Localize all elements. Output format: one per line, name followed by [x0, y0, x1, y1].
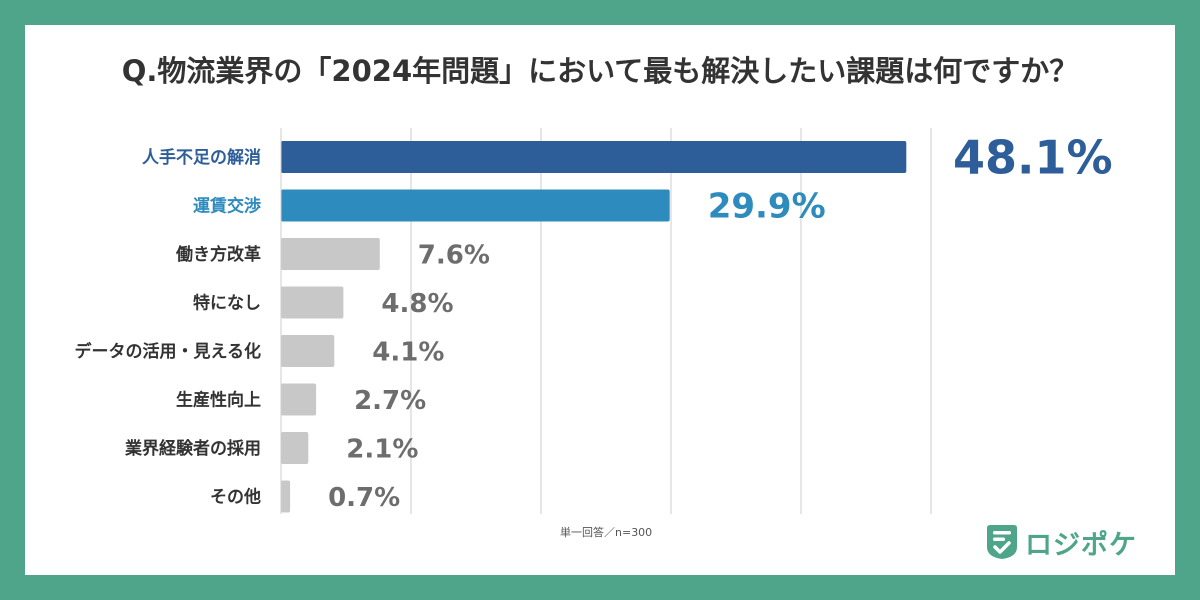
- bar: [281, 480, 291, 513]
- bar: [281, 286, 344, 319]
- bars: [281, 141, 907, 513]
- value-label: 0.7%: [328, 483, 400, 513]
- category-label: 業界経験者の採用: [125, 438, 261, 459]
- chart-panel: [25, 25, 1175, 575]
- bar: [281, 335, 335, 367]
- value-label: 2.1%: [346, 434, 418, 464]
- category-label: 特になし: [193, 293, 261, 314]
- bar: [281, 383, 317, 416]
- grid-lines: [410, 128, 932, 514]
- chart-title: Q.物流業界の「2024年問題」において最も解決したい課題は何ですか？: [121, 54, 1079, 88]
- bar: [281, 189, 670, 222]
- value-label: 29.9%: [708, 187, 826, 227]
- document-check-icon: [987, 525, 1017, 559]
- bar: [281, 141, 907, 173]
- value-label: 48.1%: [953, 131, 1113, 185]
- value-label: 7.6%: [418, 240, 490, 270]
- value-label: 2.7%: [354, 386, 426, 416]
- category-label: 人手不足の解消: [142, 147, 261, 168]
- bar: [281, 238, 380, 270]
- category-labels: 人手不足の解消運賃交渉働き方改革特になしデータの活用・見える化生産性向上業界経験…: [75, 147, 262, 508]
- value-labels: 48.1% 29.9% 7.6% 4.8% 4.1% 2.7% 2.1% 0.7%: [328, 131, 1112, 513]
- category-label: 働き方改革: [175, 244, 261, 265]
- brand-logo: ロジポケ: [985, 518, 1137, 566]
- brand-name: ロジポケ: [1025, 529, 1137, 561]
- footnote: 単一回答／n=300: [560, 526, 653, 539]
- bar: [281, 432, 309, 464]
- value-label: 4.1%: [372, 337, 444, 367]
- category-label: 運賃交渉: [193, 196, 261, 217]
- value-label: 4.8%: [381, 289, 453, 319]
- category-label: データの活用・見える化: [75, 341, 262, 362]
- category-label: その他: [210, 487, 261, 508]
- category-label: 生産性向上: [176, 390, 261, 411]
